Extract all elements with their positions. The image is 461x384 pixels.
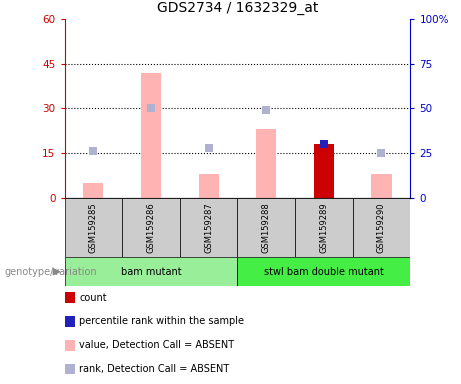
Bar — [353, 198, 410, 257]
Text: rank, Detection Call = ABSENT: rank, Detection Call = ABSENT — [79, 364, 230, 374]
Point — [378, 150, 385, 156]
Point — [89, 148, 97, 154]
Text: stwl bam double mutant: stwl bam double mutant — [264, 266, 384, 277]
Point — [320, 141, 327, 147]
Bar — [65, 257, 237, 286]
Text: GSM159287: GSM159287 — [204, 202, 213, 253]
Text: value, Detection Call = ABSENT: value, Detection Call = ABSENT — [79, 340, 234, 350]
Point — [263, 107, 270, 113]
Bar — [65, 198, 122, 257]
Text: GSM159290: GSM159290 — [377, 202, 386, 253]
Text: genotype/variation: genotype/variation — [5, 266, 97, 277]
Text: percentile rank within the sample: percentile rank within the sample — [79, 316, 244, 326]
Bar — [314, 144, 334, 198]
Text: GSM159288: GSM159288 — [262, 202, 271, 253]
Bar — [141, 73, 161, 198]
Bar — [180, 198, 237, 257]
Bar — [122, 198, 180, 257]
Bar — [256, 129, 276, 198]
Bar — [199, 174, 219, 198]
Text: GSM159289: GSM159289 — [319, 202, 328, 253]
Bar — [237, 198, 295, 257]
Text: GSM159286: GSM159286 — [147, 202, 155, 253]
Bar — [372, 174, 391, 198]
Text: GSM159285: GSM159285 — [89, 202, 98, 253]
Text: bam mutant: bam mutant — [121, 266, 181, 277]
Bar — [83, 183, 103, 198]
Title: GDS2734 / 1632329_at: GDS2734 / 1632329_at — [157, 2, 318, 15]
Point — [205, 145, 212, 151]
Text: count: count — [79, 293, 107, 303]
Bar — [295, 198, 353, 257]
Bar — [237, 257, 410, 286]
Point — [148, 106, 155, 112]
